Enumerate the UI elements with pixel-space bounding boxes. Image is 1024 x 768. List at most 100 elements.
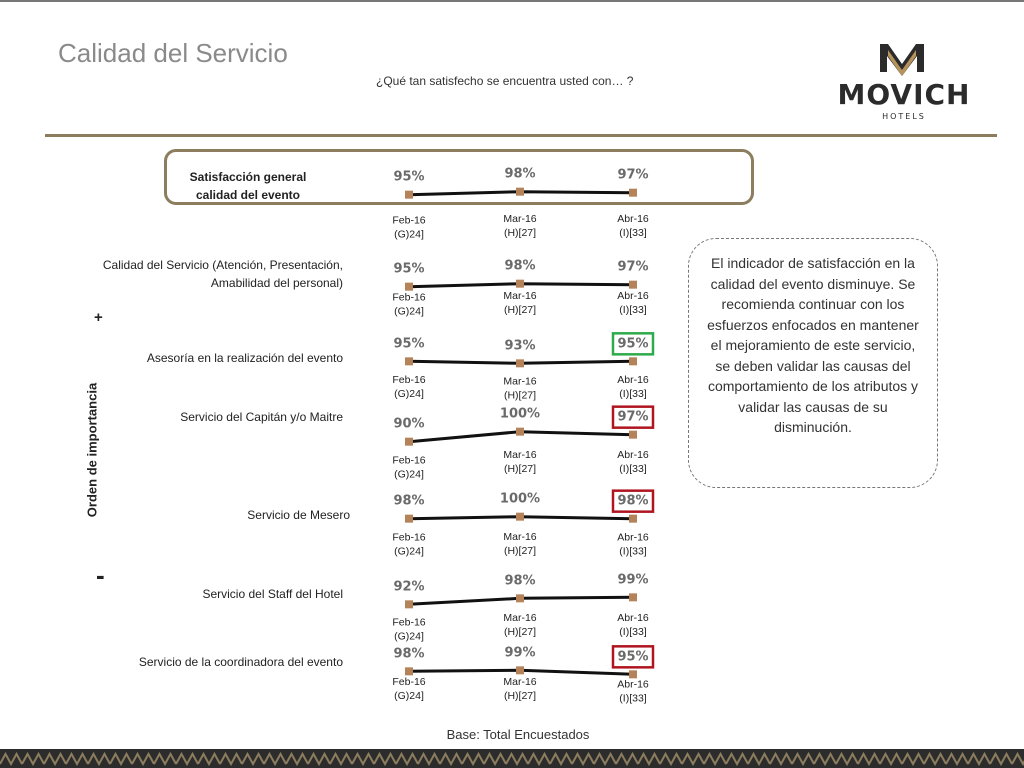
period-sample-label: (G)24] (394, 690, 424, 702)
recommendation-note: El indicador de satisfacción en la calid… (688, 238, 938, 488)
data-label: 98% (504, 259, 535, 274)
data-point (516, 279, 524, 288)
data-label: 99% (617, 572, 648, 587)
period-sample-label: (I)[33] (619, 304, 647, 316)
data-label: 95% (617, 336, 648, 351)
period-sample-label: (H)[27] (504, 227, 536, 239)
period-sample-label: (G)24] (394, 229, 424, 241)
row-label-waiter: Servicio de Mesero (247, 508, 350, 522)
data-label: 95% (393, 170, 424, 185)
period-sample-label: (I)[33] (619, 692, 647, 704)
importance-plus: + (94, 309, 103, 326)
period-sample-label: (G)24] (394, 388, 424, 400)
highlight-box (611, 489, 655, 513)
data-label: 100% (500, 407, 540, 422)
period-sample-label: (G)24] (394, 630, 424, 642)
data-point (629, 357, 637, 366)
data-point (405, 600, 413, 609)
row-label-coordinator: Servicio de la coordinadora del evento (138, 655, 343, 669)
period-label: Mar-16 (503, 531, 536, 543)
logo-emblem-icon (880, 44, 924, 76)
overall-satisfaction-frame (164, 149, 754, 205)
data-point (629, 670, 637, 679)
period-label: Mar-16 (503, 676, 536, 688)
data-point (405, 437, 413, 446)
data-label: 95% (393, 336, 424, 351)
data-label: 97% (617, 410, 648, 425)
period-sample-label: (G)24] (394, 469, 424, 481)
data-point (629, 593, 637, 602)
period-label: Mar-16 (503, 375, 536, 387)
data-label: 93% (504, 338, 535, 353)
data-label: 98% (504, 167, 535, 182)
data-point (516, 187, 524, 196)
period-sample-label: (I)[33] (619, 388, 647, 400)
period-sample-label: (H)[27] (504, 304, 536, 316)
data-point (405, 667, 413, 676)
data-label: 98% (393, 494, 424, 509)
top-border (0, 0, 1024, 2)
period-label: Abr-16 (617, 449, 649, 461)
page-title: Calidad del Servicio (58, 38, 288, 68)
period-label: Feb-16 (392, 532, 425, 544)
period-sample-label: (I)[33] (619, 227, 647, 239)
period-sample-label: (I)[33] (619, 463, 647, 475)
period-sample-label: (H)[27] (504, 545, 536, 557)
data-point (405, 514, 413, 523)
period-sample-label: (H)[27] (504, 690, 536, 702)
highlight-box (611, 332, 655, 356)
data-label: 95% (617, 649, 648, 664)
data-label: 100% (500, 492, 540, 507)
data-label: 98% (504, 573, 535, 588)
period-label: Mar-16 (503, 290, 536, 302)
period-label: Mar-16 (503, 449, 536, 461)
period-label: Abr-16 (617, 290, 649, 302)
period-label: Abr-16 (617, 612, 649, 624)
data-point (405, 282, 413, 291)
period-label: Abr-16 (617, 374, 649, 386)
data-label: 92% (393, 579, 424, 594)
decorative-footer-band (0, 749, 1024, 768)
survey-question: ¿Qué tan satisfecho se encuentra usted c… (376, 74, 634, 88)
data-point (405, 357, 413, 366)
importance-minus: - (96, 560, 105, 590)
data-point (516, 512, 524, 521)
highlight-box (611, 405, 655, 429)
logo-text: MOVICH (838, 78, 971, 111)
period-label: Feb-16 (392, 676, 425, 688)
period-label: Abr-16 (617, 678, 649, 690)
row-label-advisory: Asesoría en la realización del evento (146, 351, 343, 365)
header-divider (45, 134, 997, 137)
period-sample-label: (H)[27] (504, 389, 536, 401)
row-label-service-quality: Calidad del Servicio (Atención, Presenta… (102, 258, 343, 290)
period-label: Abr-16 (617, 213, 649, 225)
period-label: Mar-16 (503, 612, 536, 624)
data-label: 97% (617, 260, 648, 275)
period-sample-label: (G)24] (394, 546, 424, 558)
movich-logo: MOVICH HOTELS (838, 44, 971, 121)
period-sample-label: (H)[27] (504, 626, 536, 638)
data-label: 90% (393, 417, 424, 432)
row-label-staff: Servicio del Staff del Hotel (202, 587, 343, 601)
period-sample-label: (I)[33] (619, 626, 647, 638)
data-point (516, 666, 524, 675)
row-label-captain: Servicio del Capitán y/o Maitre (180, 410, 343, 424)
data-point (516, 359, 524, 368)
data-label: 99% (504, 645, 535, 660)
period-label: Feb-16 (392, 616, 425, 628)
highlight-box (611, 645, 655, 669)
data-label: 98% (393, 646, 424, 661)
data-point (405, 190, 413, 199)
period-label: Abr-16 (617, 532, 649, 544)
data-point (629, 188, 637, 197)
data-point (516, 594, 524, 603)
data-point (629, 514, 637, 523)
data-point (629, 280, 637, 289)
period-label: Feb-16 (392, 455, 425, 467)
data-label: 95% (393, 262, 424, 277)
period-label: Feb-16 (392, 215, 425, 227)
period-sample-label: (I)[33] (619, 546, 647, 558)
row-label-overall: Satisfacción general calidad del evento (189, 170, 307, 202)
data-point (516, 427, 524, 436)
